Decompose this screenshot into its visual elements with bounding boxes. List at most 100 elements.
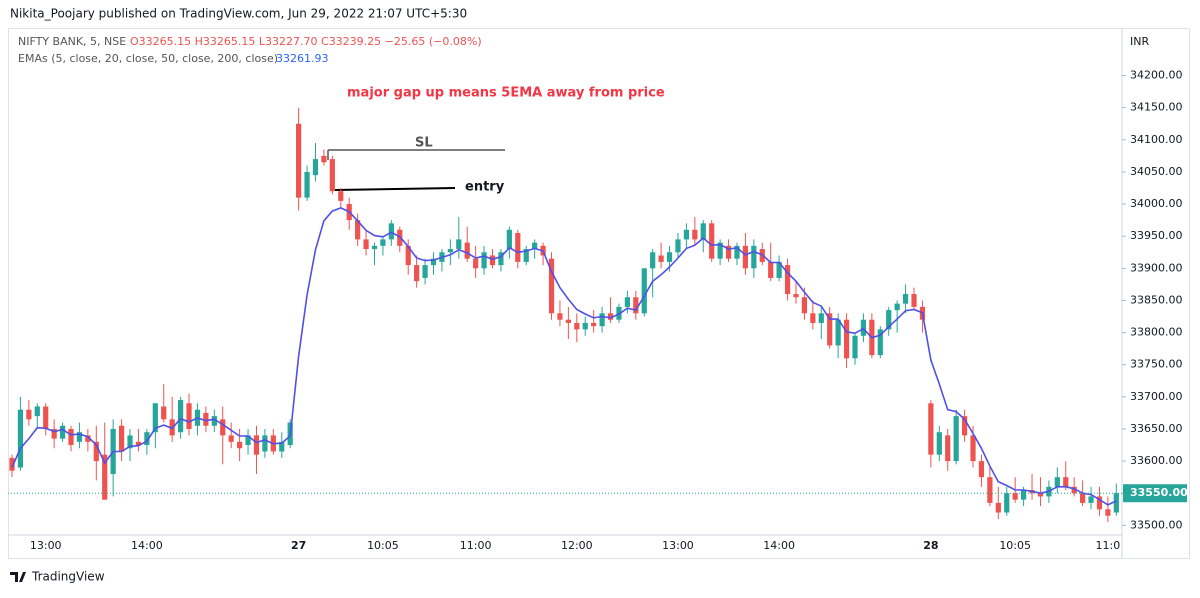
candle-body [599,313,605,327]
candle-body [894,303,900,311]
candle-body [245,435,251,446]
candle-body [784,265,791,295]
candle-body [388,223,394,240]
candle-body [1054,477,1060,487]
candle-body [161,406,167,420]
candle-body [734,245,740,259]
candle-body [1063,477,1069,487]
candle-body [1113,493,1119,513]
candle-body [523,249,529,262]
candle-body [498,252,504,266]
candle-body [936,432,942,455]
candle-body [709,223,715,259]
candle-body [489,255,496,266]
candle-body [995,502,1001,513]
candle-body [624,297,630,307]
candle-body [371,245,378,250]
candle-body [220,419,226,436]
candle-body [953,416,959,462]
y-tick-label: 33500.00 [1130,518,1183,531]
y-tick-label: 33850.00 [1130,293,1183,306]
candle-body [203,412,209,426]
y-tick-label: 33900.00 [1130,261,1183,274]
candle-body [683,229,689,240]
candle-body [1037,493,1044,497]
candle-body [565,319,571,323]
candle-body [211,416,217,426]
candle-body [422,265,428,278]
candle-body [961,416,968,436]
candle-body [321,155,327,163]
y-tick-label: 33950.00 [1130,229,1183,242]
x-tick-label: 11:00 [460,539,492,552]
candle-body [68,428,74,446]
y-tick-label: 33650.00 [1130,422,1183,435]
candle-body [51,428,57,439]
candle-body [456,239,462,250]
candle-body [506,229,512,250]
y-tick-label: 34050.00 [1130,165,1183,178]
last-price-label: 33550.00 [1130,486,1188,499]
x-tick-label: 10:05 [999,539,1031,552]
candle-body [464,242,470,259]
candle-body [414,265,420,282]
candle-body [801,297,808,314]
candle-body [1021,490,1027,500]
ohlc: O33265.15 H33265.15 L33227.70 C33239.25 … [130,35,482,48]
candle-body [85,435,91,442]
candle-body [818,313,824,323]
candle-body [633,297,639,314]
candle-body [329,159,335,192]
candle-body [532,242,538,250]
candle-body [1105,509,1111,516]
candle-body [860,319,867,336]
candle-body [17,409,24,468]
candle-body [304,171,310,198]
y-tick-label: 33750.00 [1130,358,1183,371]
ema-line [11,207,1117,506]
candle-body [338,191,344,201]
y-tick-label: 34000.00 [1130,197,1183,210]
candle-body [127,435,133,449]
candle-body [751,245,757,269]
candle-body [641,268,647,314]
candle-body [228,435,234,442]
candle-body [253,435,260,455]
chart-frame [8,28,1190,559]
candle-body [978,461,985,478]
candle-body [827,313,833,346]
y-tick-label: 33700.00 [1130,390,1183,403]
candle-body [355,220,361,240]
candle-body [34,406,40,417]
candle-body [574,322,580,330]
candle-body [886,310,892,330]
candle-body [76,432,83,442]
y-tick-label: 34200.00 [1130,69,1183,82]
candle-body [1012,493,1018,500]
candle-body [26,409,32,420]
brand-logo [10,572,26,582]
candle-body [582,322,588,330]
candle-body [835,319,841,346]
brand: TradingView [10,570,105,584]
byline: Nikita_Poojary published on TradingView.… [10,7,467,21]
x-tick-label: 27 [291,539,306,552]
y-tick-label: 34150.00 [1130,101,1183,114]
x-tick-label: 12:00 [561,539,593,552]
candle-body [9,457,15,471]
candle-body [928,403,934,455]
sl-label: SL [415,136,433,151]
candle-body [1071,486,1077,494]
candle-body [1096,496,1103,510]
candle-body [548,258,555,314]
candle-body [363,239,369,250]
candle-body [793,294,799,298]
entry-label: entry [465,180,505,195]
y-tick-label: 33600.00 [1130,454,1183,467]
candle-body [877,329,883,356]
candle-body [742,245,749,269]
candle-body [118,425,125,452]
candle-body [970,435,976,462]
x-tick-label: 11:0 [1096,539,1121,552]
candle-body [692,229,698,240]
